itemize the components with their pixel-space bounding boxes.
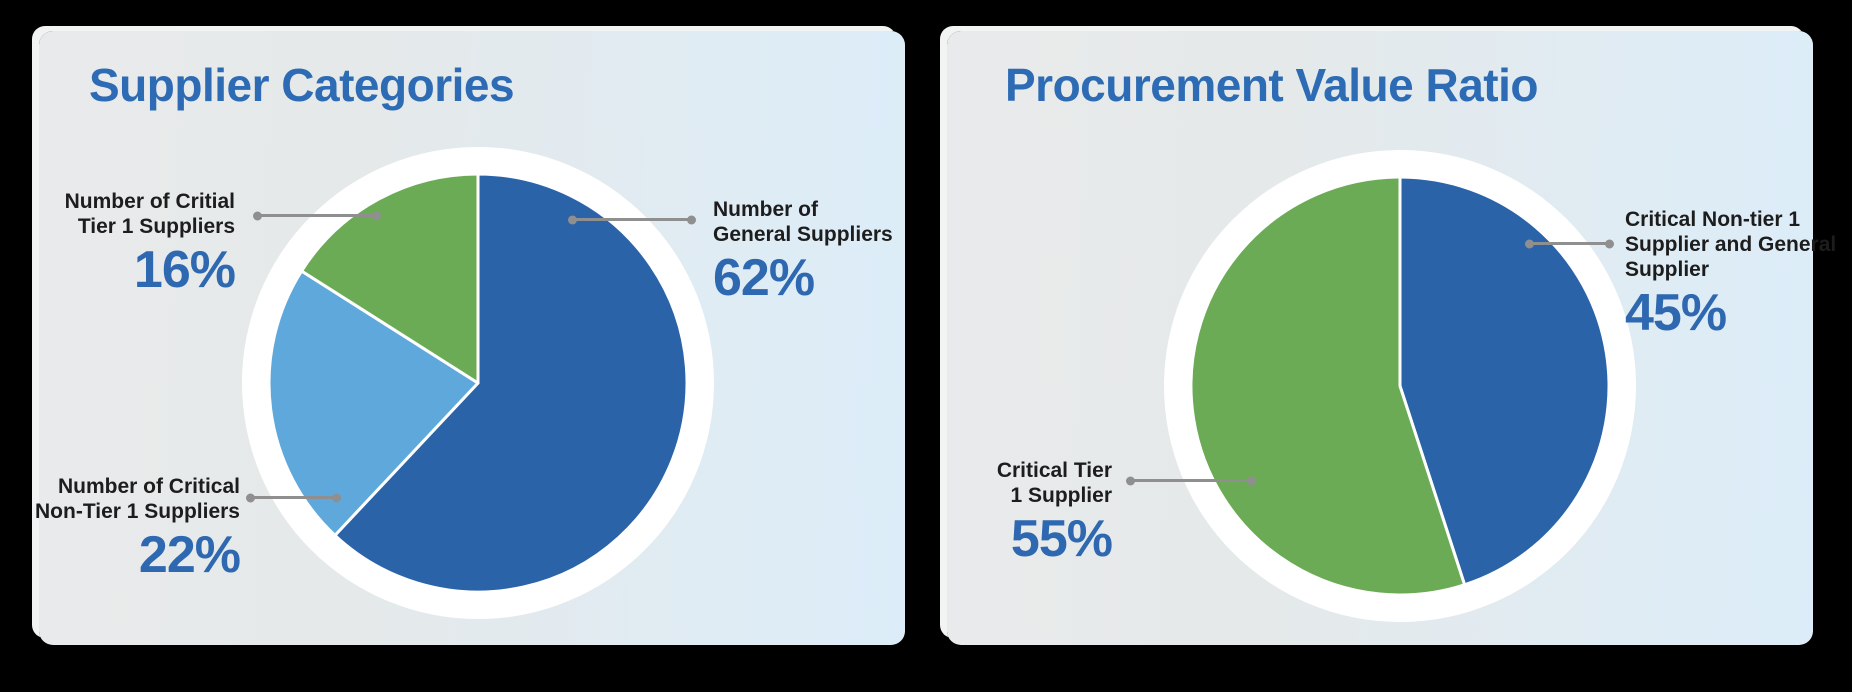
leader-line (1529, 242, 1610, 245)
callout-critical-nontier1-suppliers: Number of Critical Non-Tier 1 Suppliers … (35, 474, 241, 584)
page-title: Procurement Value Ratio (1005, 59, 1539, 111)
callout-label: Number of Critical (57, 475, 240, 498)
leader-line (572, 218, 692, 221)
callout-critical-tier1-suppliers: Number of Critial Tier 1 Suppliers 16% (64, 189, 236, 299)
supplier-categories-pie-chart (242, 147, 714, 619)
procurement-value-ratio-pie-chart (1164, 150, 1636, 622)
callout-label: Non-Tier 1 Suppliers (35, 500, 240, 523)
callout-value: 45% (1625, 284, 1727, 342)
callout-label: Critical Tier (996, 459, 1112, 482)
pie-slice (300, 172, 480, 385)
supplier-categories-card: Supplier Categories Number of Critial Ti… (35, 31, 905, 645)
callout-general-suppliers: Number of General Suppliers 62% (713, 197, 893, 304)
callout-critical-tier1-supplier: Critical Tier 1 Supplier 55% (996, 458, 1113, 568)
pie-slice (1398, 175, 1611, 587)
pie-slice (267, 269, 480, 537)
leader-line (1130, 479, 1252, 482)
callout-label: Tier 1 Suppliers (77, 215, 235, 238)
callout-label: General Suppliers (713, 223, 893, 246)
callout-value: 62% (713, 249, 815, 307)
procurement-value-ratio-card: Procurement Value Ratio Critical Non-tie… (947, 31, 1836, 645)
callout-value: 22% (138, 526, 241, 584)
callout-label: Number of Critial (64, 190, 235, 213)
callout-label: Number of (713, 198, 818, 221)
callout-label: Critical Non-tier 1 (1625, 208, 1801, 231)
callout-value: 16% (133, 241, 236, 299)
callout-critical-nontier1-and-general: Critical Non-tier 1 Supplier and General… (1625, 207, 1836, 339)
callout-label: Supplier (1625, 258, 1710, 281)
pie-slice (1189, 175, 1467, 597)
callout-value: 55% (1010, 510, 1113, 568)
callout-label: 1 Supplier (1010, 484, 1112, 507)
page-title: Supplier Categories (89, 59, 515, 111)
pie-slice (333, 172, 689, 594)
leader-line (250, 496, 337, 499)
callout-label: Supplier and General (1625, 233, 1837, 256)
leader-line (257, 214, 377, 217)
